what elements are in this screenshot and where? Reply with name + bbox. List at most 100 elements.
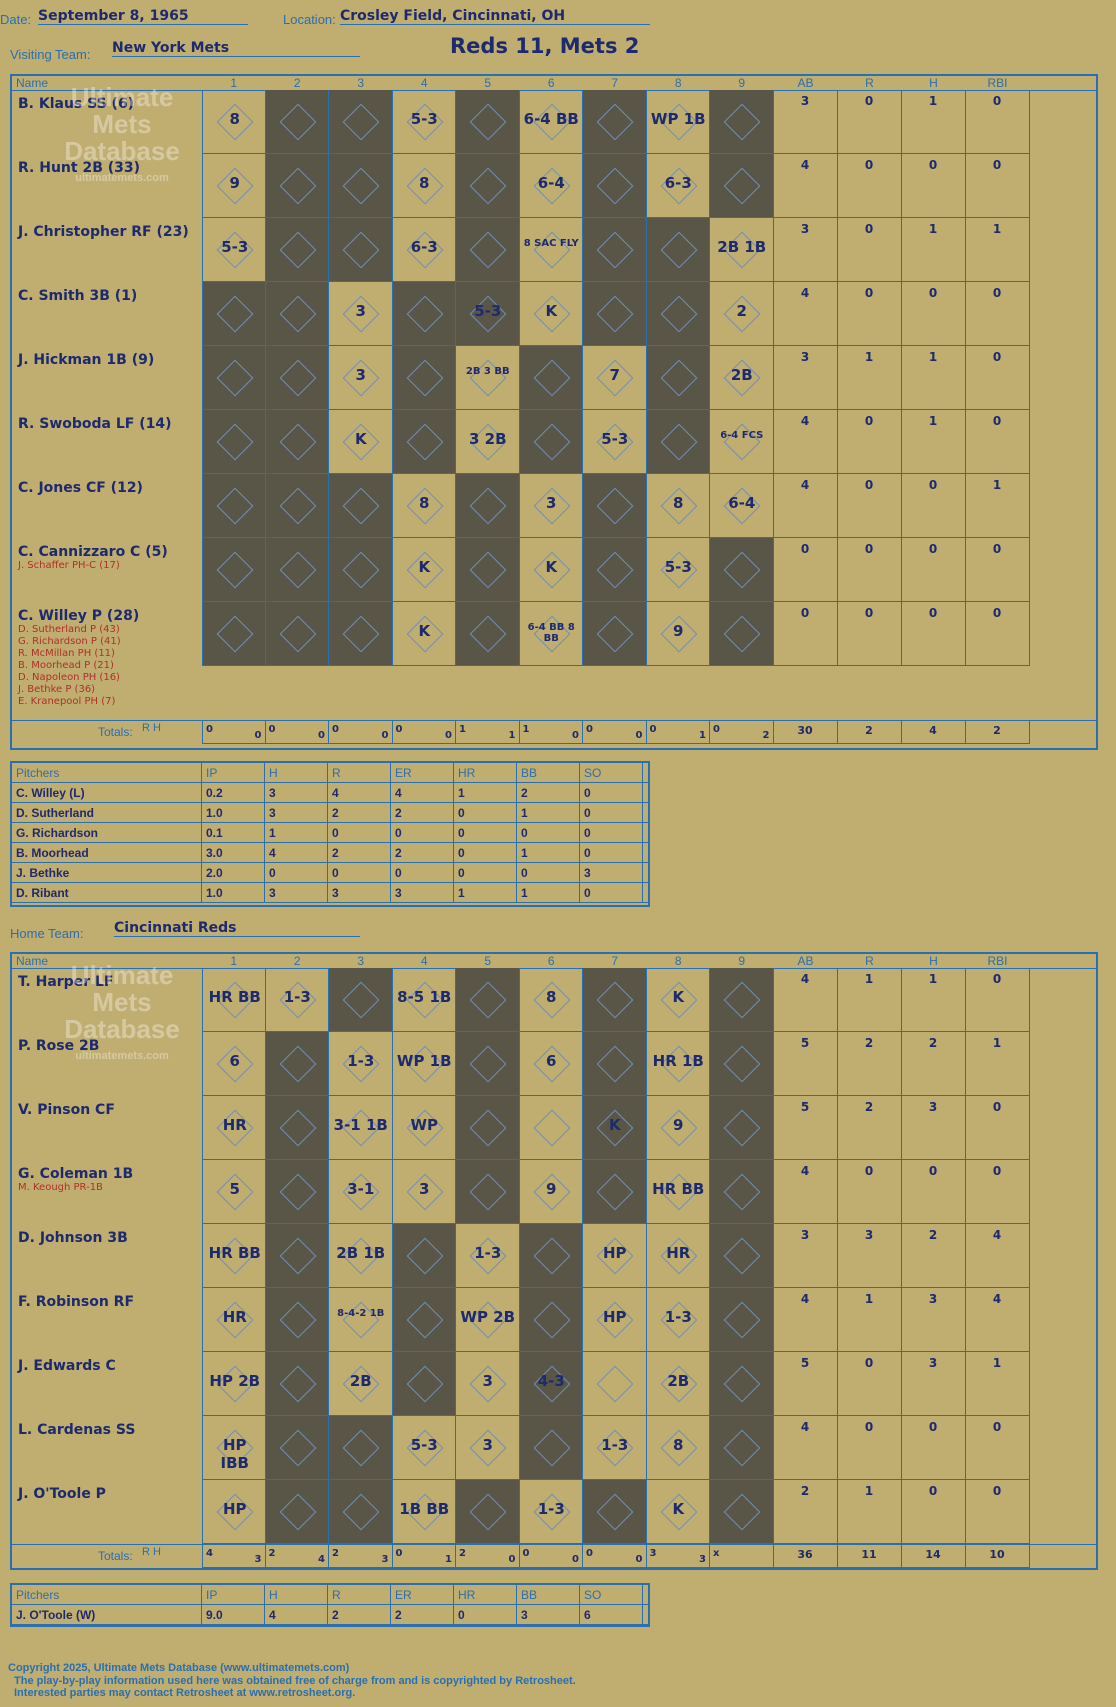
at-bat-cell [456,90,520,154]
at-bat-cell: 8 [392,154,456,218]
pitcher-stat: 4 [265,843,328,863]
total-cell-rbi: 2 [965,720,1030,744]
stat-value: 0 [928,606,938,620]
at-bat-cell [329,1480,393,1544]
ultimate-mets-watermark: Ultimate Mets Database ultimatemets.com [64,82,180,185]
stat-value: 4 [800,972,810,986]
stat-value: 0 [928,1484,938,1498]
pitcher-stat: 4 [328,783,391,803]
base-diamond [596,295,634,333]
stat-value: 0 [864,414,874,428]
base-diamond [279,359,316,397]
play-result: WP 1B [396,1052,452,1070]
stat-cell-h: 0 [901,1480,966,1544]
inning-header-9: 9 [738,954,746,968]
at-bat-cell: 9 [646,1096,710,1160]
stat-value: 2 [928,1228,938,1242]
stat-cell-rbi: 4 [965,1224,1030,1288]
at-bat-cell [392,1224,456,1288]
base-diamond [533,423,570,461]
stat-value: 1 [864,1484,874,1498]
stat-value: 2 [864,1036,874,1050]
play-result: K [545,558,558,576]
stat-value: 4 [800,158,810,172]
at-bat-cell: 1-3 [265,968,329,1032]
play-result: 7 [609,366,620,384]
play-result: 8-4-2 1B [337,1308,385,1319]
stat-cell-rbi: 0 [965,90,1030,154]
base-diamond [469,231,507,269]
pitcher-stat: 3 [328,883,391,903]
base-diamond [406,423,443,461]
player-name: J. Hickman 1B (9) [18,352,155,368]
player-name: C. Jones CF (12) [18,480,143,496]
stat-value: 1 [992,478,1002,492]
at-bat-cell: HP [583,1224,647,1288]
stat-value: 2 [928,1036,938,1050]
total-cell-h: 4 [901,720,966,744]
at-bat-cell: 9 [646,602,710,666]
at-bat-cell [392,346,456,410]
pitching-header-row: Pitchers IP H R ER HR BB SO [12,763,648,783]
play-result: 8 SAC FLY [523,238,579,249]
pitcher-row: J. O'Toole (W) 9.0 4 2 2 0 3 6 [12,1605,648,1625]
pitcher-stat: 3 [265,803,328,823]
base-diamond [279,487,316,525]
base-diamond [342,231,380,269]
at-bat-cell [519,410,583,474]
base-diamond [279,1109,316,1147]
inning-hits: 0 [635,730,643,741]
stat-value: 0 [864,286,874,300]
at-bat-cell [392,282,456,346]
base-diamond [660,423,697,461]
play-result: 2B 3 BB [465,366,510,377]
base-diamond [406,1365,443,1403]
stat-value: 0 [928,158,938,172]
pitching-col-header: BB [517,763,580,783]
at-bat-cell [329,90,393,154]
base-diamond [723,551,761,589]
inning-runs: 2 [332,1548,339,1559]
at-bat-cell [265,538,329,602]
header-divider [12,90,1096,91]
total-cell-r: 11 [837,1544,902,1568]
base-diamond [596,615,634,653]
at-bat-cell [456,602,520,666]
stat-cell-r: 1 [837,1288,902,1352]
play-result: K [418,558,431,576]
pitching-col-header: IP [202,1585,265,1605]
base-diamond [216,615,254,653]
inning-header-3: 3 [357,954,365,968]
base-diamond [279,1493,316,1531]
base-diamond [342,167,380,205]
inning-runs: x [713,1548,720,1559]
play-result: 9 [673,1116,684,1134]
stat-value: 3 [864,1228,874,1242]
at-bat-cell: 3-1 [329,1160,393,1224]
pitcher-name: D. Ribant [12,883,202,903]
stat-cell-r: 0 [837,1416,902,1480]
play-result: 8 [673,1436,684,1454]
play-result: HP IBB [220,1436,249,1472]
stat-cell-rbi: 0 [965,1416,1030,1480]
stat-cell-h: 1 [901,90,966,154]
base-diamond [279,1173,316,1211]
pitcher-stat: 2 [391,803,454,823]
at-bat-cell: 5-3 [392,1416,456,1480]
at-bat-cell [583,602,647,666]
stat-cell-r: 1 [837,1480,902,1544]
at-bat-cell: K [329,410,393,474]
player-name: R. Hunt 2B (33) [18,160,141,176]
play-result: HR 1B [652,1052,704,1070]
stat-cell-ab: 4 [773,1160,838,1224]
stat-value: 4 [992,1292,1002,1306]
at-bat-cell: 8 [392,474,456,538]
base-diamond [533,359,570,397]
substitute-name: R. McMillan PH (11) [18,648,115,659]
inning-hits: 0 [381,730,389,741]
inning-runs: 1 [522,724,530,735]
play-result: K [672,988,685,1006]
pitcher-name: J. Bethke [12,863,202,883]
play-result: 5-3 [664,558,692,576]
